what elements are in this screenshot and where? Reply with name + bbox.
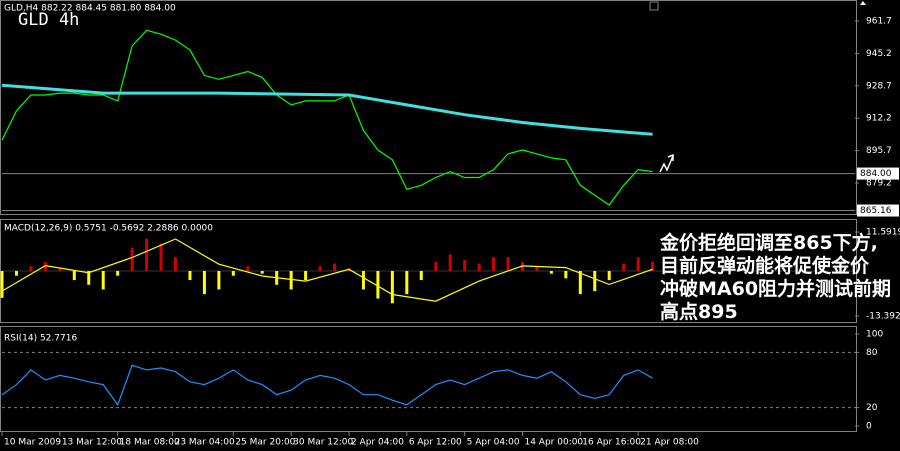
histogram-bar: [202, 270, 206, 295]
y-tick-label: 100: [866, 330, 883, 340]
histogram-bar: [405, 270, 409, 295]
x-tick-label: 16 Apr 16:00: [582, 438, 641, 448]
y-tick-label: 945.2: [866, 49, 892, 59]
histogram-bar: [636, 257, 640, 271]
x-tick-label: 6 Apr 12:00: [409, 438, 462, 448]
x-tick-label: 25 Mar 20:00: [235, 438, 295, 448]
histogram-bar: [188, 270, 192, 281]
arrow: [659, 155, 674, 173]
histogram-bar: [43, 261, 47, 271]
y-tick-label: 0: [866, 422, 872, 432]
histogram-bar: [477, 263, 481, 271]
rsi-panel: [0, 326, 857, 432]
arrow-head: [667, 153, 674, 161]
window-button: [649, 1, 659, 11]
histogram-bar: [231, 270, 235, 276]
histogram-bar: [14, 270, 18, 276]
histogram-bar: [145, 238, 149, 271]
y-tick-label: -13.3927: [866, 312, 900, 322]
series-line: [1, 83, 653, 136]
series-line: [1, 364, 653, 407]
annotation: 金价拒绝回调至865下方,: [659, 231, 878, 254]
histogram-bar: [217, 270, 221, 290]
histogram-bar: [318, 266, 322, 271]
series-line: [1, 238, 653, 302]
x-tick-label: 5 Apr 04:00: [467, 438, 520, 448]
histogram-bar: [492, 257, 496, 271]
histogram-bar: [564, 270, 568, 279]
histogram-bar: [651, 261, 655, 271]
x-tick-label: 10 Mar 2009: [4, 438, 61, 448]
histogram-bar: [448, 254, 452, 271]
y-tick-label: 961.7: [866, 17, 892, 27]
histogram-bar: [0, 270, 4, 298]
annotation: 高点895: [660, 300, 738, 323]
x-tick-label: 18 Mar 08:00: [120, 438, 180, 448]
histogram-bar: [506, 257, 510, 271]
histogram-bar: [593, 270, 597, 292]
price-header: GLD,H4 882.22 884.45 881.80 884.00: [4, 4, 176, 14]
x-tick-label: 30 Mar 12:00: [293, 438, 353, 448]
histogram-bar: [535, 266, 539, 271]
histogram-bar: [434, 261, 438, 271]
price-box: [857, 204, 899, 217]
histogram-bar: [173, 257, 177, 271]
scroll-arrow: [860, 1, 866, 5]
histogram-bar: [333, 263, 337, 271]
histogram-bar: [549, 270, 553, 274]
histogram-bar: [376, 270, 380, 299]
x-tick-label: 23 Mar 04:00: [175, 438, 235, 448]
annotation: 目前反弹动能将促使金价: [660, 254, 870, 277]
series-line: [1, 29, 653, 206]
x-tick-label: 14 Apr 00:00: [524, 438, 583, 448]
histogram-bar: [130, 247, 134, 271]
chart-title: GLD 4h: [18, 10, 79, 30]
histogram-bar: [419, 270, 423, 281]
histogram-bar: [29, 266, 33, 271]
histogram-bar: [58, 268, 62, 271]
y-tick-label: 912.2: [866, 114, 892, 124]
x-tick-label: 2 Apr 04:00: [351, 438, 404, 448]
macd-header: MACD(12,26,9) 0.5751 -0.5692 2.2886 0.00…: [4, 224, 213, 234]
histogram-bar: [101, 270, 105, 290]
histogram-bar: [159, 243, 163, 271]
histogram-bar: [87, 270, 91, 285]
histogram-bar: [390, 270, 394, 304]
price-label: 865.16: [860, 206, 892, 216]
histogram-bar: [246, 266, 250, 271]
histogram-bar: [361, 270, 365, 290]
histogram-bar: [72, 270, 76, 281]
histogram-bar: [304, 270, 308, 281]
histogram-bar: [260, 270, 264, 274]
x-tick-label: 21 Apr 08:00: [640, 438, 699, 448]
histogram-bar: [463, 259, 467, 271]
histogram-bar: [578, 270, 582, 295]
histogram-bar: [116, 270, 120, 276]
histogram-bar: [289, 270, 293, 290]
y-tick-label: 11.5919: [866, 228, 900, 238]
rsi-header: RSI(14) 52.7716: [4, 334, 77, 344]
y-tick-label: 928.7: [866, 81, 892, 91]
y-tick-label: 879.2: [866, 178, 892, 188]
histogram-bar: [622, 263, 626, 271]
price-box: [857, 167, 899, 180]
histogram-bar: [607, 270, 611, 281]
price-label: 884.00: [860, 169, 892, 179]
y-tick-label: 80: [866, 348, 878, 358]
y-tick-label: 20: [866, 403, 878, 413]
y-tick-label: 895.7: [866, 146, 892, 156]
annotation: 冲破MA60阻力并测试前期: [660, 277, 891, 300]
x-tick-label: 13 Mar 12:00: [62, 438, 122, 448]
